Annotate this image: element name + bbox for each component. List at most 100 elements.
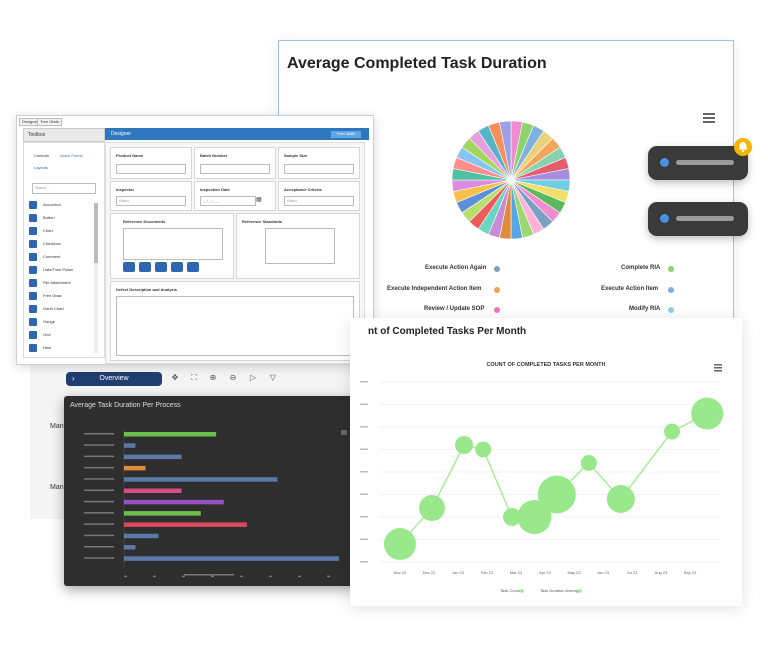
toolbox-item-label: Date/Time Picker <box>43 267 74 272</box>
category-tick-label <box>84 466 114 469</box>
bar[interactable] <box>124 499 224 505</box>
x-tick-label: Nov 22 <box>394 570 407 575</box>
toolbox-item[interactable]: Html <box>29 343 87 354</box>
zoom-in-icon[interactable]: ⊕ <box>209 373 217 382</box>
category-tick-label <box>84 478 114 480</box>
view-icon[interactable] <box>123 262 135 272</box>
toolbox-item[interactable]: Comment <box>29 252 87 263</box>
form-width-button[interactable]: Form Width <box>331 131 361 138</box>
toolbox-scrollbar[interactable] <box>94 203 98 353</box>
toggle-knob <box>660 158 669 167</box>
toolbox-panel: Controls Quick Forms Layouts Search... <box>23 142 105 358</box>
field-label: Reference Standards <box>242 219 283 224</box>
filter-icon[interactable]: ▽ <box>269 373 277 382</box>
toolbox-item[interactable]: Grid <box>29 330 87 341</box>
toolbox-tab-layouts[interactable]: Layouts <box>34 165 49 170</box>
bar[interactable] <box>124 443 136 448</box>
toolbox-item-label: File Attachment <box>43 280 71 285</box>
toolbox-item-label: Checkbox <box>43 241 61 246</box>
data-point[interactable] <box>580 455 597 471</box>
toolbox-item[interactable]: File Attachment <box>29 278 87 289</box>
acceptance-criteria-select[interactable]: Select... <box>284 196 354 206</box>
bar[interactable] <box>124 545 136 550</box>
move-icon[interactable]: ✥ <box>171 373 179 382</box>
sample-size-input[interactable] <box>284 164 354 174</box>
toolbox-item[interactable]: Gantt Chart <box>29 304 87 315</box>
bell-icon[interactable] <box>734 138 752 156</box>
reference-documents-box[interactable] <box>123 228 223 260</box>
data-point[interactable] <box>664 423 680 440</box>
toolbox-title: Toolbox <box>28 132 46 138</box>
bar[interactable] <box>124 488 182 494</box>
edit-icon[interactable] <box>155 262 167 272</box>
x-tick-label: Jan 23 <box>452 570 465 575</box>
defect-description-textarea[interactable] <box>116 296 354 356</box>
toolbox-item[interactable]: Date/Time Picker <box>29 265 87 276</box>
hamburger-menu-icon[interactable] <box>714 364 724 372</box>
data-point[interactable] <box>419 495 445 521</box>
data-point[interactable] <box>475 441 492 458</box>
legend-dot <box>668 266 674 272</box>
toolbox-item[interactable]: Button <box>29 213 87 224</box>
category-tick-label <box>84 534 114 537</box>
data-point[interactable] <box>537 475 576 514</box>
field-label: Batch Number <box>200 153 228 158</box>
tab-tree-grids[interactable]: Tree Grids <box>37 118 62 126</box>
bar[interactable] <box>124 432 217 437</box>
bar[interactable] <box>124 477 278 482</box>
toolbox-item[interactable]: Chart <box>29 226 87 237</box>
y-tick-label <box>360 448 368 450</box>
field-label: Inspector <box>116 187 135 192</box>
legend-label: Complete RIA <box>621 265 661 271</box>
data-point[interactable] <box>691 397 724 430</box>
toolbox-tab-quick-forms[interactable]: Quick Forms <box>60 153 83 158</box>
toolbox-item[interactable]: Checkbox <box>29 239 87 250</box>
legend-label: Review / Update SOP <box>424 306 485 312</box>
reference-standards-list[interactable] <box>265 228 335 264</box>
control-icon <box>29 305 37 313</box>
bar[interactable] <box>124 533 159 539</box>
data-point[interactable] <box>517 500 552 534</box>
y-tick-label <box>360 561 368 563</box>
hamburger-menu-icon[interactable] <box>703 113 715 123</box>
toolbox-header: Toolbox <box>23 128 105 142</box>
data-point[interactable] <box>455 436 473 454</box>
calendar-icon[interactable]: ▦ <box>256 197 262 203</box>
bar[interactable] <box>124 465 146 471</box>
bar[interactable] <box>124 556 339 561</box>
toolbox-tab-controls[interactable]: Controls <box>34 153 49 158</box>
bar[interactable] <box>124 522 247 527</box>
data-point[interactable] <box>606 485 635 513</box>
bar[interactable] <box>124 511 201 516</box>
legend-dot <box>494 287 500 293</box>
toggle-switch[interactable] <box>648 202 748 236</box>
batch-number-input[interactable] <box>200 164 270 174</box>
download-icon[interactable] <box>139 262 151 272</box>
inspector-select[interactable]: Select... <box>116 196 186 206</box>
trash-icon[interactable] <box>187 262 199 272</box>
toggle-switch[interactable] <box>648 146 748 180</box>
overview-button[interactable]: › Overview <box>66 372 162 386</box>
chevron-right-icon: › <box>72 374 75 383</box>
x-tick-label <box>269 575 272 578</box>
y-tick-label <box>360 403 368 405</box>
x-tick-label: Feb 23 <box>481 570 494 575</box>
bar-chart-card: Average Task Duration Per Process <box>64 396 357 586</box>
x-tick-label: Jun 23 <box>597 570 610 575</box>
product-name-input[interactable] <box>116 164 186 174</box>
toolbox-item[interactable]: Accordion <box>29 200 87 211</box>
category-tick-label <box>84 523 114 525</box>
x-tick-label <box>327 575 330 578</box>
toolbox-search-input[interactable]: Search... <box>32 183 96 194</box>
zoom-out-icon[interactable]: ⊖ <box>229 373 237 382</box>
play-icon[interactable]: ▷ <box>249 373 257 382</box>
delete-icon[interactable] <box>171 262 183 272</box>
data-point[interactable] <box>384 528 416 560</box>
fullscreen-icon[interactable]: ⛶ <box>191 373 197 382</box>
inspection-date-input[interactable]: __/__/____ <box>200 196 256 206</box>
toolbox-item[interactable]: Gauge <box>29 317 87 328</box>
pie-slice[interactable] <box>499 120 512 181</box>
toolbox-item[interactable]: Free Draw <box>29 291 87 302</box>
data-point[interactable] <box>503 508 521 526</box>
bar[interactable] <box>124 454 182 460</box>
